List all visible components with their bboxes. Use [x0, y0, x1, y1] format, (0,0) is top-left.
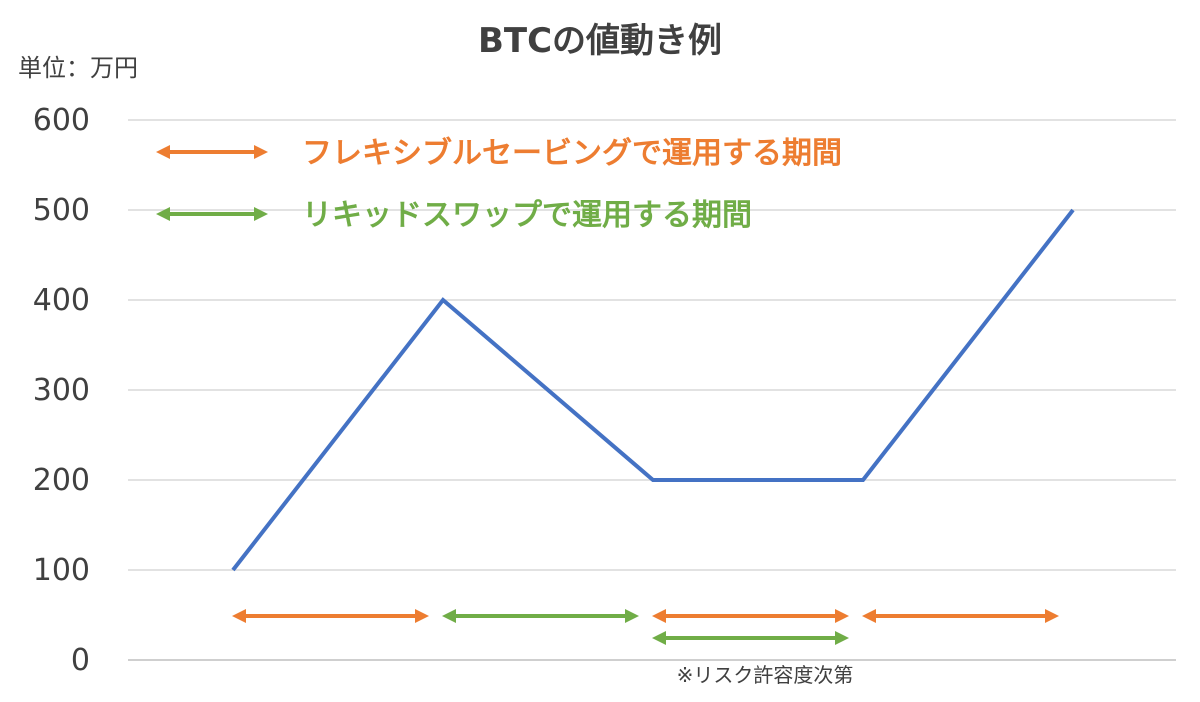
period-arrow-liquid-right-head [625, 609, 639, 623]
period-arrow-flexible [862, 609, 1059, 623]
period-arrow-liquid-right-head [835, 631, 849, 645]
legend-arrow-0 [156, 145, 268, 159]
period-arrow-flexible-right-head [415, 609, 429, 623]
period-arrow-liquid [442, 609, 639, 623]
legend-label-0: フレキシブルセービングで運用する期間 [302, 136, 842, 171]
risk-note: ※リスク許容度次第 [677, 663, 854, 687]
y-tick-label: 500 [33, 193, 90, 228]
period-arrow-flexible-left-head [862, 609, 876, 623]
unit-label: 単位：万円 [18, 54, 138, 82]
period-arrow-liquid-left-head [442, 609, 456, 623]
legend-arrow-0-right-head [254, 145, 268, 159]
chart-title: BTCの値動き例 [478, 21, 722, 61]
period-arrow-flexible-right-head [835, 609, 849, 623]
y-tick-label: 100 [33, 553, 90, 588]
y-tick-label: 300 [33, 373, 90, 408]
legend-arrow-1 [156, 207, 268, 221]
legend-arrow-1-right-head [254, 207, 268, 221]
period-arrow-flexible-right-head [1045, 609, 1059, 623]
y-tick-label: 600 [33, 103, 90, 138]
y-tick-label: 0 [71, 643, 90, 678]
y-tick-label: 400 [33, 283, 90, 318]
legend-arrow-1-left-head [156, 207, 170, 221]
period-arrow-flexible [652, 609, 849, 623]
legend-arrow-0-left-head [156, 145, 170, 159]
period-arrow-flexible-left-head [232, 609, 246, 623]
period-arrow-liquid-left-head [652, 631, 666, 645]
period-arrow-liquid [652, 631, 849, 645]
y-tick-label: 200 [33, 463, 90, 498]
period-arrow-flexible [232, 609, 429, 623]
legend-label-1: リキッドスワップで運用する期間 [302, 198, 752, 233]
period-arrow-flexible-left-head [652, 609, 666, 623]
